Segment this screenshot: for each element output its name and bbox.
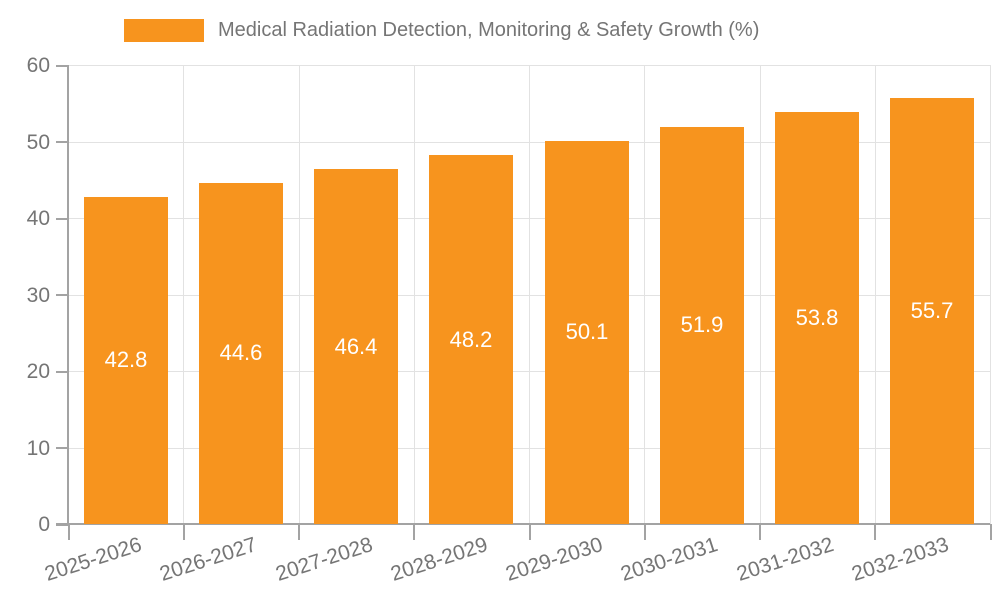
y-axis-tick [56,447,68,449]
x-axis-line [56,523,990,525]
x-axis-tick-label: 2031-2032 [733,533,837,586]
x-axis-tick [413,524,416,540]
bar[interactable]: 44.6 [199,182,283,524]
bar-value-label: 50.1 [565,319,609,345]
x-gridline [298,65,300,524]
chart-legend[interactable]: Medical Radiation Detection, Monitoring … [124,19,759,42]
x-axis-tick [643,524,646,540]
x-axis-tick-label: 2028-2029 [387,533,491,586]
y-axis-line [67,65,69,524]
y-axis-tick [56,294,68,296]
bar[interactable]: 51.9 [660,126,744,524]
bar-value-label: 55.7 [910,297,954,323]
bar-value-label: 46.4 [334,333,378,359]
y-axis-tick [56,141,68,143]
y-axis-tick-label: 30 [26,283,50,307]
x-axis-tick-label: 2032-2033 [848,533,952,586]
bar[interactable]: 48.2 [429,155,513,524]
x-gridline [644,65,646,524]
x-gridline [874,65,876,524]
x-axis-tick [182,524,185,540]
y-axis-tick-label: 60 [26,54,50,77]
bar[interactable]: 46.4 [314,169,398,524]
bar[interactable]: 55.7 [890,97,974,524]
bar-value-label: 51.9 [680,312,724,338]
legend-label: Medical Radiation Detection, Monitoring … [218,19,760,41]
x-gridline [759,65,761,524]
bar-value-label: 53.8 [795,305,839,331]
y-axis-tick [56,217,68,220]
bar-value-label: 42.8 [104,347,148,373]
x-gridline [413,65,415,524]
y-axis-tick-label: 0 [38,513,50,536]
x-axis-tick [989,524,992,540]
bar[interactable]: 42.8 [84,196,168,524]
x-axis-tick-label: 2026-2027 [157,533,260,586]
legend-swatch-icon [124,19,204,42]
bar[interactable]: 53.8 [775,112,859,524]
x-axis-tick [759,524,761,540]
bar-value-label: 48.2 [449,326,493,352]
y-axis-tick [56,370,68,373]
x-axis-tick [298,524,300,540]
x-axis-tick [67,524,70,540]
x-axis-tick [874,524,877,540]
x-axis-tick-label: 2027-2028 [272,533,376,586]
x-gridline [990,65,991,524]
x-axis-tick-label: 2029-2030 [503,533,606,586]
y-axis-tick-label: 10 [26,436,50,460]
x-gridline [529,65,530,524]
y-axis-tick-label: 50 [26,130,50,154]
y-axis-tick-label: 40 [26,207,50,230]
y-axis-tick [56,64,68,67]
bar-value-label: 44.6 [219,340,263,366]
x-gridline [183,65,185,524]
y-axis-tick-label: 20 [26,360,50,383]
x-axis-tick [528,524,531,540]
x-axis-tick-label: 2025-2026 [42,533,145,586]
bar[interactable]: 50.1 [545,140,629,524]
x-axis-tick-label: 2030-2031 [618,533,721,586]
